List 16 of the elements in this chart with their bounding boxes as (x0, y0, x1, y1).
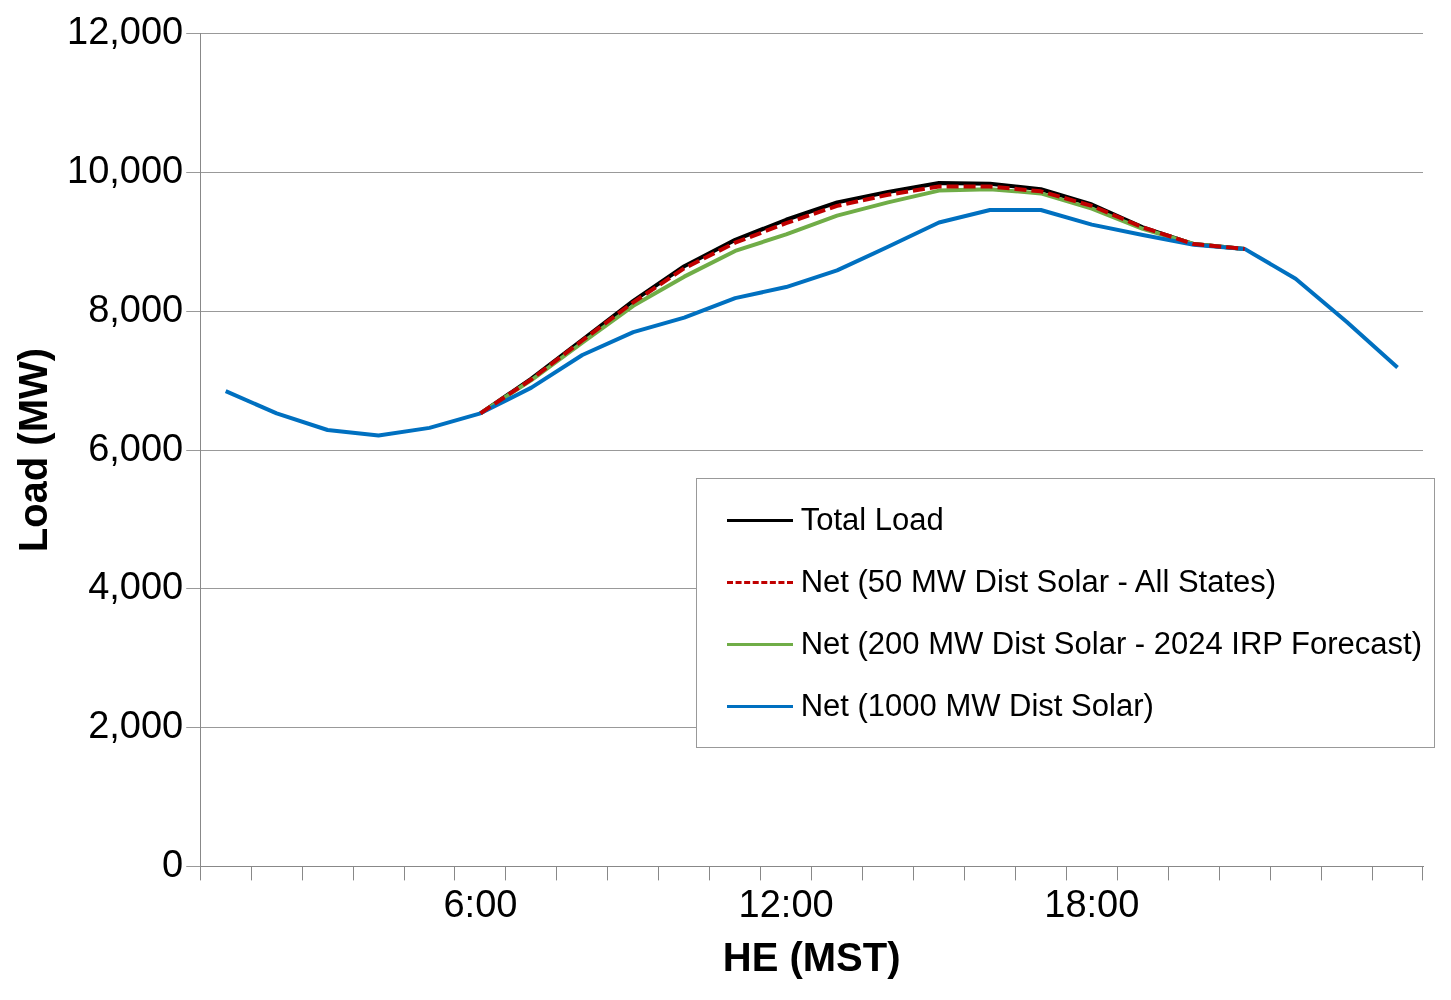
legend-label: Net (50 MW Dist Solar - All States) (800, 564, 1277, 600)
x-tick-label: 12:00 (738, 882, 834, 925)
y-tick-label: 4,000 (88, 565, 184, 608)
x-axis-title: HE (MST) (722, 935, 901, 980)
y-tick-label: 6,000 (88, 426, 184, 469)
x-tick-label: 18:00 (1044, 882, 1140, 925)
legend-label: Net (200 MW Dist Solar - 2024 IRP Forecast) (800, 626, 1422, 662)
legend-label: Net (1000 MW Dist Solar) (800, 688, 1154, 724)
y-tick-label: 12,000 (66, 10, 184, 53)
y-tick-label: 8,000 (88, 287, 184, 330)
y-tick-label: 0 (162, 842, 184, 885)
y-tick-label: 10,000 (66, 149, 184, 192)
legend-label: Total Load (800, 502, 944, 538)
x-tick-label: 6:00 (443, 882, 518, 925)
y-tick-label: 2,000 (88, 704, 184, 747)
y-axis-title: Load (MW) (11, 347, 56, 553)
